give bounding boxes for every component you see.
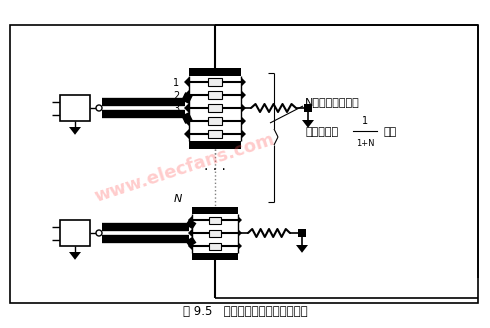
Text: www.elecfans.com: www.elecfans.com (93, 130, 277, 206)
Polygon shape (238, 216, 242, 224)
Text: 1+N: 1+N (356, 139, 374, 148)
Text: 2: 2 (173, 91, 179, 101)
Bar (209, 242, 221, 250)
Text: 耦合按系数: 耦合按系数 (305, 127, 338, 137)
Circle shape (96, 105, 102, 111)
Polygon shape (184, 129, 189, 139)
Bar (189, 140, 241, 149)
Text: 3: 3 (173, 104, 179, 114)
Bar (208, 91, 222, 99)
Text: 1: 1 (173, 78, 179, 88)
Polygon shape (296, 245, 308, 253)
Polygon shape (238, 242, 242, 250)
Bar (189, 68, 241, 75)
Polygon shape (241, 90, 246, 100)
Bar (60, 220, 90, 246)
Polygon shape (188, 242, 192, 250)
Bar (209, 216, 221, 223)
Polygon shape (302, 120, 314, 128)
Bar (208, 78, 222, 86)
Polygon shape (184, 103, 189, 113)
Text: N条地线分离信号: N条地线分离信号 (305, 97, 360, 107)
Polygon shape (188, 216, 192, 224)
Text: 1: 1 (362, 116, 368, 126)
Polygon shape (184, 116, 189, 126)
Text: N: N (173, 194, 182, 203)
Polygon shape (241, 116, 246, 126)
Polygon shape (69, 127, 81, 135)
Bar (208, 117, 222, 125)
Polygon shape (241, 103, 246, 113)
Polygon shape (188, 229, 192, 237)
Bar (208, 104, 222, 112)
Polygon shape (241, 129, 246, 139)
Bar (208, 130, 222, 138)
Polygon shape (184, 90, 189, 100)
Text: 减少: 减少 (383, 127, 396, 137)
Circle shape (96, 230, 102, 236)
Polygon shape (241, 77, 246, 87)
Text: · · ·: · · · (204, 163, 226, 177)
Bar (304, 104, 312, 112)
Polygon shape (69, 252, 81, 260)
Bar (192, 207, 238, 214)
Text: 图 9.5   多条地线分离信号减少耦合: 图 9.5 多条地线分离信号减少耦合 (183, 305, 307, 318)
Polygon shape (184, 77, 189, 87)
Bar (209, 230, 221, 236)
Bar (60, 95, 90, 121)
Bar (10, 25, 478, 303)
Bar (298, 229, 306, 237)
Bar (192, 253, 238, 259)
Polygon shape (238, 229, 242, 237)
